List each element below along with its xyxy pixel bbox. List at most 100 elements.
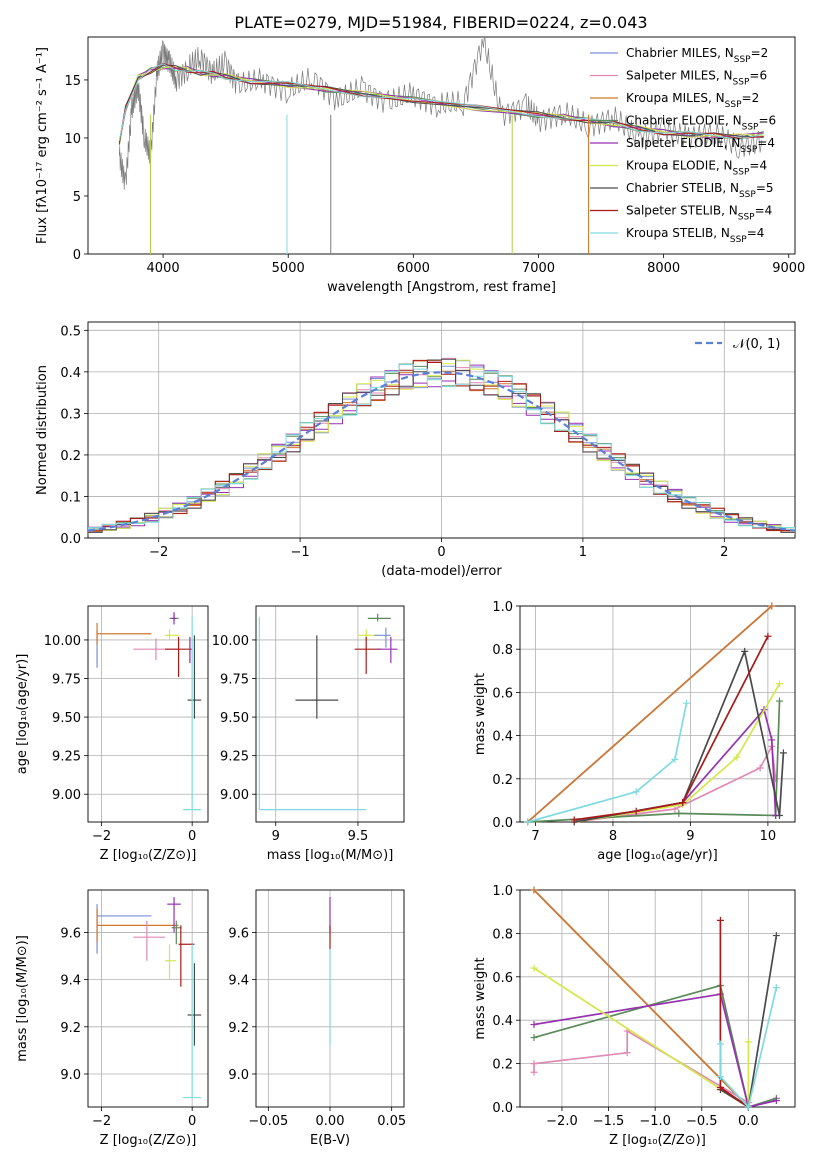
massweight_vs_z-marker xyxy=(744,1038,752,1046)
massweight_vs_age-ytick-label: 1.0 xyxy=(492,600,513,615)
massweight_vs_z-marker xyxy=(716,1083,724,1091)
spectrum-data-line xyxy=(118,37,763,190)
age_vs_mass-ytick-label: 9.00 xyxy=(220,788,249,803)
massweight_vs_z-marker xyxy=(530,1034,538,1042)
residuals-xtick-label: −2 xyxy=(149,545,168,560)
massweight_vs_z-marker xyxy=(530,964,538,972)
spectrum-legend-label: Kroupa ELODIE, NSSP=4 xyxy=(626,159,767,178)
massweight_vs_age-line-salpeter_stelib xyxy=(574,635,769,821)
massweight_vs_z-marker xyxy=(716,1073,724,1081)
massweight_vs_age-marker xyxy=(683,699,691,707)
spectrum-plot-area xyxy=(118,37,764,254)
mass_vs_ebv-xlabel: E(B-V) xyxy=(310,1133,350,1148)
mass_vs_ebv-ytick-label: 9.4 xyxy=(228,974,249,989)
mass_vs_z-ytick-label: 9.0 xyxy=(60,1068,81,1083)
age_vs_z-ytick-label: 9.25 xyxy=(52,750,81,765)
massweight_vs_z-line-salpeter_elodie xyxy=(533,993,777,1109)
massweight_vs_z-xtick-label: 0.0 xyxy=(738,1114,759,1129)
massweight_vs_age-marker xyxy=(779,749,787,757)
massweight_vs_z-frame xyxy=(519,889,796,1108)
age_vs_mass-ytick-label: 10.00 xyxy=(212,634,249,649)
mass_vs_z-xtick-label: −2 xyxy=(92,1114,111,1129)
mass_vs_z-ytick-label: 9.6 xyxy=(60,926,81,941)
spectrum-ytick-label: 10 xyxy=(64,132,81,147)
massweight_vs_z-ytick-label: 1.0 xyxy=(492,884,513,899)
massweight_vs_z-ytick-label: 0.8 xyxy=(492,927,513,942)
massweight_vs_age-marker xyxy=(756,764,764,772)
mass_vs_ebv-ytick-label: 9.2 xyxy=(228,1021,249,1036)
massweight_vs_z-ytick-label: 0.6 xyxy=(492,971,513,986)
residuals-frame xyxy=(87,321,796,539)
massweight_vs_age-ytick-label: 0.8 xyxy=(492,643,513,658)
age_vs_mass-ytick-label: 9.25 xyxy=(220,750,249,765)
massweight_vs_z-line-kroupa_elodie xyxy=(533,967,750,1109)
age_vs_z-ylabel: age [log₁₀(age/yr)] xyxy=(15,654,30,775)
spectrum-legend-label: Kroupa STELIB, NSSP=4 xyxy=(626,226,764,245)
residuals-hist-salpeter_stelib xyxy=(88,359,795,535)
mass_vs_z-xlabel: Z [log₁₀(Z/Z⊙)] xyxy=(100,1133,197,1148)
massweight_vs_age-marker xyxy=(524,818,532,826)
spectrum-ylabel: Flux [fλ10⁻¹⁷ erg cm⁻² s⁻¹ A⁻¹] xyxy=(35,47,50,244)
massweight_vs_age-xtick-label: 9 xyxy=(686,829,694,844)
age_vs_z-xlabel: Z [log₁₀(Z/Z⊙)] xyxy=(100,848,197,863)
age_vs_z-ytick-label: 9.00 xyxy=(52,788,81,803)
age_vs_z-frame xyxy=(87,605,209,823)
spectrum-legend-label: Chabrier MILES, NSSP=2 xyxy=(626,46,768,65)
spectrum-legend-label: Salpeter STELIB, NSSP=4 xyxy=(626,204,772,223)
massweight_vs_age-xtick-label: 8 xyxy=(609,829,617,844)
spectrum-legend-label: Chabrier STELIB, NSSP=5 xyxy=(626,181,774,200)
residuals-ytick-label: 0.4 xyxy=(60,366,81,381)
mass_vs_ebv-ytick-label: 9.0 xyxy=(228,1068,249,1083)
massweight_vs_z-line-chabrier_elodie xyxy=(533,984,777,1109)
spectrum-xtick-label: 5000 xyxy=(272,261,305,276)
massweight_vs_age-marker xyxy=(679,799,687,807)
mass_vs_ebv-ytick-label: 9.6 xyxy=(228,926,249,941)
spectrum-xlabel: wavelength [Angstrom, rest frame] xyxy=(327,280,556,295)
spectrum-xtick-label: 8000 xyxy=(647,261,680,276)
spectrum-legend-label: Salpeter MILES, NSSP=6 xyxy=(626,69,767,88)
mass_vs_z-xtick-label: 0 xyxy=(188,1114,196,1129)
massweight_vs_age-ytick-label: 0.4 xyxy=(492,730,513,745)
massweight_vs_z-marker xyxy=(716,1040,724,1048)
residuals-xtick-label: 2 xyxy=(720,545,728,560)
massweight_vs_z-xtick-label: −1.0 xyxy=(639,1114,671,1129)
spectrum-ytick-label: 0 xyxy=(73,248,81,263)
mass_vs_z-frame xyxy=(87,889,209,1108)
massweight_vs_z-ytick-label: 0.2 xyxy=(492,1058,513,1073)
massweight_vs_age-line-chabrier_elodie xyxy=(527,700,781,823)
massweight_vs_age-frame xyxy=(519,605,796,823)
mass_vs_z-ylabel: mass [log₁₀(M/M⊙)] xyxy=(15,935,30,1062)
massweight_vs_z-marker xyxy=(744,1103,752,1111)
massweight_vs_z-ytick-label: 0.4 xyxy=(492,1014,513,1029)
mass_vs_z-ytick-label: 9.4 xyxy=(60,974,81,989)
massweight_vs_age-marker xyxy=(733,753,741,761)
spectrum-xtick-label: 9000 xyxy=(772,261,805,276)
age_vs_z-ytick-label: 9.75 xyxy=(52,673,81,688)
massweight_vs_age-line-kroupa_miles xyxy=(527,605,773,823)
massweight_vs_age-ytick-label: 0.2 xyxy=(492,773,513,788)
spectrum-model-salpeter_stelib xyxy=(118,62,764,142)
massweight_vs_age-marker xyxy=(671,755,679,763)
massweight_vs_z-marker xyxy=(716,916,724,924)
mass_vs_z-ytick-label: 9.2 xyxy=(60,1021,81,1036)
mass_vs_ebv-xtick-label: −0.05 xyxy=(248,1114,288,1129)
massweight_vs_z-line-salpeter_miles xyxy=(533,1029,749,1104)
residuals-legend-label: 𝒩(0, 1) xyxy=(733,337,780,352)
spectrum-xtick-label: 7000 xyxy=(522,261,555,276)
massweight_vs_z-xlabel: Z [log₁₀(Z/Z⊙)] xyxy=(609,1133,706,1148)
massweight_vs_age-marker xyxy=(768,602,776,610)
massweight_vs_z-ylabel: mass weight xyxy=(473,957,488,1039)
figure-title: PLATE=0279, MJD=51984, FIBERID=0224, z=0… xyxy=(234,13,647,32)
residuals-xtick-label: −1 xyxy=(291,545,310,560)
residuals-xtick-label: 0 xyxy=(437,545,445,560)
massweight_vs_age-marker xyxy=(570,816,578,824)
residuals-ytick-label: 0.2 xyxy=(60,449,81,464)
massweight_vs_z-ytick-label: 0.0 xyxy=(492,1101,513,1116)
age_vs_mass-xtick-label: 9.5 xyxy=(348,829,369,844)
age_vs_mass-ytick-label: 9.75 xyxy=(220,673,249,688)
massweight_vs_age-xtick-label: 7 xyxy=(531,829,539,844)
massweight_vs_age-marker xyxy=(632,807,640,815)
age_vs_z-xtick-label: 0 xyxy=(188,829,196,844)
massweight_vs_age-marker xyxy=(768,736,776,744)
massweight_vs_age-marker xyxy=(776,697,784,705)
